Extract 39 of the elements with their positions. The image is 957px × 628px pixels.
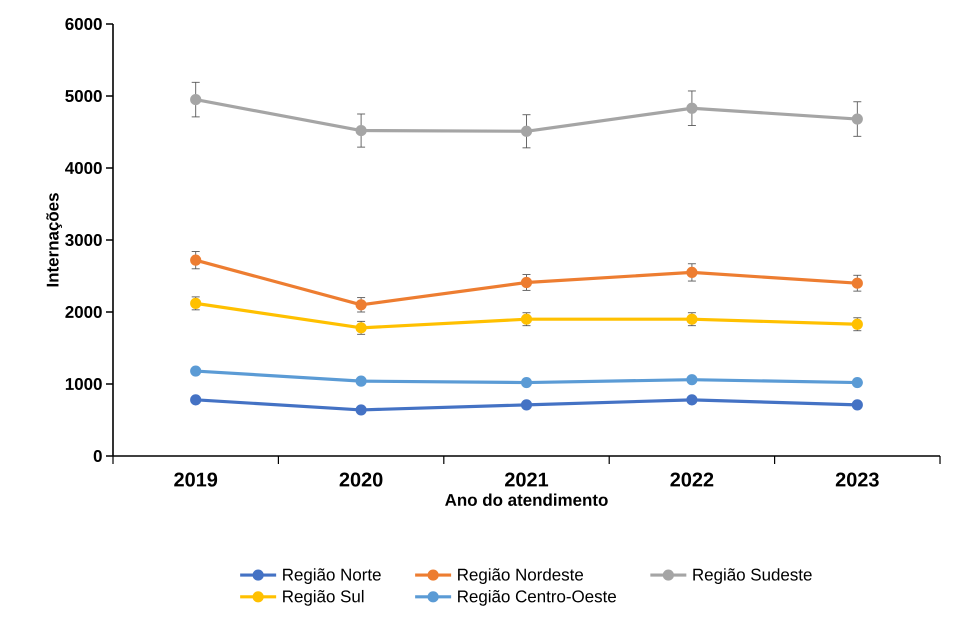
y-tick-label: 5000	[65, 90, 102, 102]
point	[190, 254, 202, 266]
point	[686, 394, 698, 406]
point	[356, 404, 367, 416]
legend-label: Região Sul	[283, 590, 364, 606]
legend-label: Região Norte	[283, 568, 381, 584]
y-tick-label: 6000	[65, 18, 102, 30]
x-tick-label: 2022	[670, 472, 714, 487]
point	[686, 102, 698, 114]
point	[686, 374, 698, 386]
point	[190, 365, 202, 377]
legend-label: Região Nordeste	[458, 568, 584, 584]
point	[520, 376, 532, 388]
x-tick-label: 2023	[836, 472, 879, 487]
point	[852, 278, 863, 289]
x-tick-label: 2021	[505, 472, 548, 487]
legend-label: Região Sudeste	[693, 568, 812, 584]
legend-label: Região Centro-Oeste	[458, 590, 616, 606]
point	[356, 124, 367, 136]
point	[520, 126, 532, 137]
point	[356, 299, 367, 310]
y-tick-label: 2000	[65, 306, 102, 318]
point	[852, 399, 863, 410]
point	[190, 94, 202, 106]
point	[686, 266, 698, 278]
point	[356, 376, 367, 387]
x-axis-title: Ano do atendimento	[445, 494, 608, 506]
point	[852, 113, 863, 125]
y-axis-title: Internações	[46, 193, 62, 286]
y-tick-label: 1000	[66, 378, 102, 390]
x-tick-label: 2019	[174, 472, 218, 487]
point	[852, 376, 863, 388]
y-tick-label: 0	[94, 450, 102, 462]
point	[520, 399, 532, 410]
y-tick-label: 4000	[65, 162, 102, 174]
y-tick-label: 3000	[65, 234, 102, 246]
point	[190, 394, 202, 406]
point	[520, 276, 532, 288]
x-tick-label: 2020	[340, 472, 382, 487]
